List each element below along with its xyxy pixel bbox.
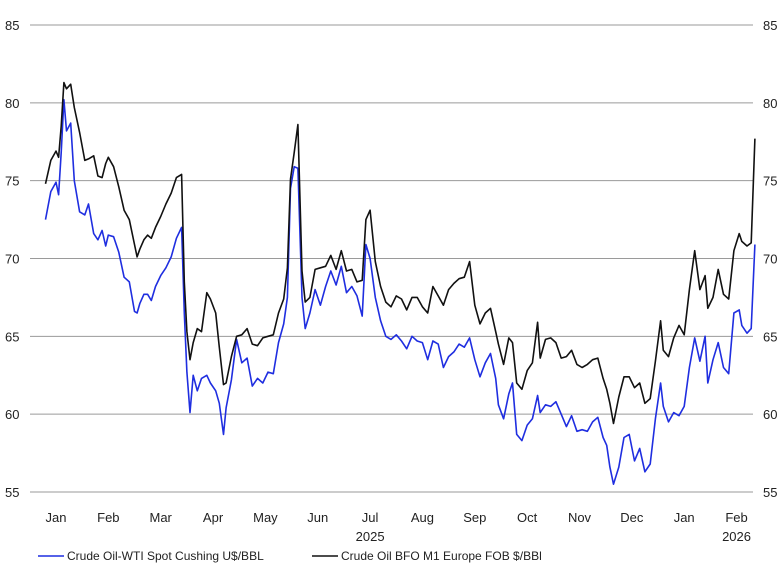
series-lines (44, 81, 756, 485)
x-tick-label: Jan (46, 510, 67, 525)
x-tick-label: May (253, 510, 278, 525)
x-tick-label: Sep (463, 510, 486, 525)
x-tick-label: Oct (517, 510, 538, 525)
legend: Crude Oil-WTI Spot Cushing U$/BBL Crude O… (38, 549, 542, 563)
x-tick-label: Dec (620, 510, 644, 525)
y-tick-right: 80 (763, 96, 777, 111)
x-tick-label: Nov (568, 510, 592, 525)
x-tick-label: Feb (97, 510, 119, 525)
y-tick-right: 55 (763, 485, 777, 500)
y-tick-left: 75 (5, 174, 19, 189)
gridlines (30, 24, 753, 493)
y-axis-right: 55 60 65 70 75 80 85 (763, 18, 777, 500)
y-tick-left: 65 (5, 329, 19, 344)
y-tick-right: 75 (763, 174, 777, 189)
year-label: 2026 (722, 529, 751, 544)
y-tick-left: 55 (5, 485, 19, 500)
y-tick-left: 85 (5, 18, 19, 33)
x-tick-label: Mar (150, 510, 173, 525)
y-tick-right: 85 (763, 18, 777, 33)
x-tick-label: Feb (725, 510, 747, 525)
x-tick-label: Apr (203, 510, 224, 525)
y-tick-right: 60 (763, 407, 777, 422)
x-tick-label: Aug (411, 510, 434, 525)
x-tick-label: Jun (307, 510, 328, 525)
y-tick-left: 60 (5, 407, 19, 422)
year-label: 2025 (356, 529, 385, 544)
series-line-1 (44, 81, 756, 425)
y-tick-left: 80 (5, 96, 19, 111)
legend-label-1: Crude Oil BFO M1 Europe FOB $/BBl (341, 549, 542, 563)
y-tick-right: 65 (763, 329, 777, 344)
legend-label-0: Crude Oil-WTI Spot Cushing U$/BBL (67, 549, 264, 563)
y-axis-left: 55 60 65 70 75 80 85 (5, 18, 19, 500)
y-tick-left: 70 (5, 252, 19, 267)
x-tick-label: Jul (362, 510, 379, 525)
x-tick-label: Jan (674, 510, 695, 525)
series-line-0 (44, 98, 756, 485)
x-axis: Jan Feb Mar Apr May Jun Jul Aug Sep Oct Nov Dec Jan F… (46, 510, 751, 544)
y-tick-right: 70 (763, 252, 777, 267)
